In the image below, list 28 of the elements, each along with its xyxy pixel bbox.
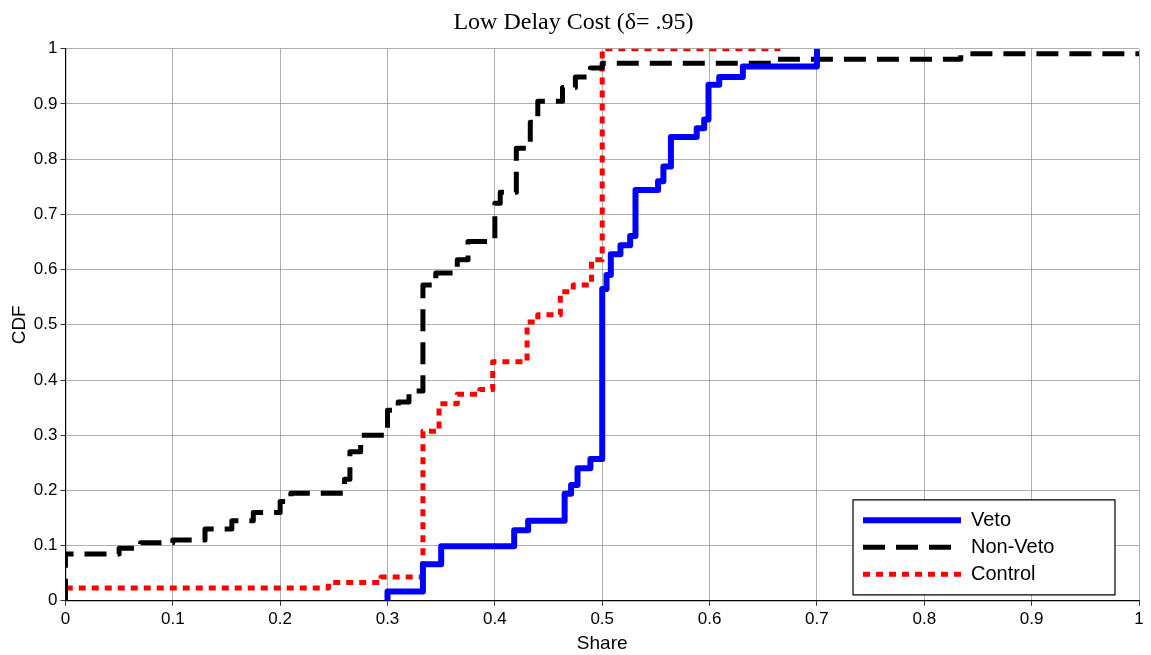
y-tick-label: 0.8 [33, 148, 58, 168]
y-tick-label: 0.5 [33, 314, 58, 334]
y-tick-label: 0.7 [33, 204, 58, 224]
y-tick-label: 0 [47, 590, 58, 610]
legend-label: Veto [971, 507, 1012, 530]
x-tick-label: 0.2 [268, 608, 292, 628]
y-tick-label: 0.2 [33, 480, 58, 500]
y-tick-label: 0.1 [33, 535, 58, 555]
x-tick-label: 0 [60, 608, 71, 628]
x-tick-label: 0.1 [160, 608, 185, 628]
x-tick-label: 0.3 [375, 608, 400, 628]
y-tick-label: 1 [47, 38, 58, 58]
x-tick-label: 0.8 [912, 608, 937, 628]
legend-label: Control [971, 561, 1036, 584]
x-axis-title: Share [576, 631, 628, 653]
x-tick-label: 0.4 [483, 608, 507, 628]
x-tick-label: 0.9 [1019, 608, 1044, 628]
x-tick-label: 1 [1134, 608, 1144, 628]
x-tick-label: 0.5 [590, 608, 615, 628]
y-tick-label: 0.9 [33, 93, 58, 113]
chart-title: Low Delay Cost (δ= .95) [453, 7, 694, 34]
y-tick-label: 0.3 [33, 424, 58, 444]
y-tick-label: 0.4 [33, 369, 58, 389]
legend-label: Non-Veto [971, 534, 1055, 557]
x-tick-label: 0.6 [697, 608, 722, 628]
y-tick-label: 0.6 [33, 259, 58, 279]
x-tick-label: 0.7 [805, 608, 829, 628]
y-axis-title: CDF [7, 305, 29, 345]
